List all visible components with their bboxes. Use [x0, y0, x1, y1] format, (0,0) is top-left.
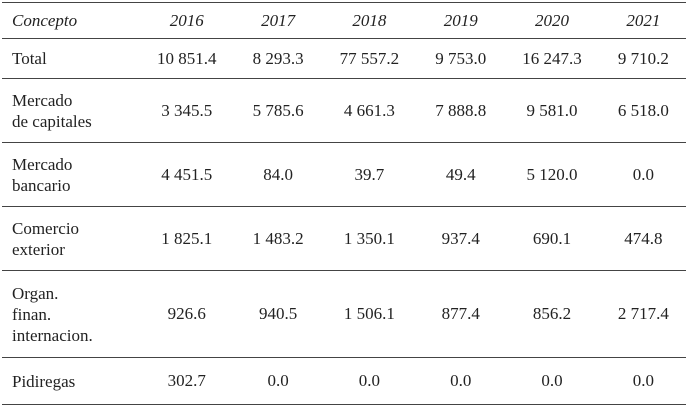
value-cell: 39.7 — [320, 142, 419, 207]
label-line: bancario — [12, 175, 71, 195]
value-cell: 16 247.3 — [503, 38, 601, 79]
value-cell: 4 661.3 — [320, 78, 419, 143]
data-table: Concepto 2016 2017 2018 2019 2020 2021 Total 10 … — [2, 2, 686, 405]
value-cell: 2 717.4 — [600, 270, 686, 358]
value-cell: 0.0 — [503, 357, 601, 405]
header-cell: Concepto — [2, 2, 138, 39]
value-cell: 9 710.2 — [600, 38, 686, 79]
header-cell: 2017 — [235, 2, 321, 39]
label-line: internacion. — [12, 325, 93, 345]
value-cell: 937.4 — [418, 206, 504, 271]
label-line: Organ. — [12, 283, 59, 303]
value-cell: 9 581.0 — [503, 78, 601, 143]
value-cell: 926.6 — [138, 270, 236, 358]
label-line: Comercio — [12, 218, 80, 238]
value-cell: 3 345.5 — [138, 78, 236, 143]
value-cell: 8 293.3 — [235, 38, 321, 79]
row-label: Mercado de capitales — [2, 78, 138, 143]
value-cell: 4 451.5 — [138, 142, 236, 207]
row-label: Total — [2, 38, 138, 79]
table-row: Mercado bancario 4 451.5 84.0 39.7 49.4 5 120.… — [2, 142, 686, 207]
value-cell: 940.5 — [235, 270, 321, 358]
table-row: Pidiregas 302.7 0.0 0.0 0.0 0.0 0.0 — [2, 357, 686, 405]
value-cell: 5 120.0 — [503, 142, 601, 207]
table-row: Mercado de capitales 3 345.5 5 785.6 4 661.3… — [2, 78, 686, 143]
value-cell: 5 785.6 — [235, 78, 321, 143]
header-cell: 2021 — [600, 2, 686, 39]
value-cell: 877.4 — [418, 270, 504, 358]
label-line: Mercado — [12, 154, 73, 174]
value-cell: 1 825.1 — [138, 206, 236, 271]
value-cell: 84.0 — [235, 142, 321, 207]
row-label: Comercio exterior — [2, 206, 138, 271]
table-row: Organ. finan. internacion. 926.6 940.5 1 506.… — [2, 270, 686, 358]
value-cell: 10 851.4 — [138, 38, 236, 79]
table-row: Comercio exterior 1 825.1 1 483.2 1 350.1 937… — [2, 206, 686, 271]
header-cell: 2020 — [503, 2, 601, 39]
value-cell: 0.0 — [600, 357, 686, 405]
header-row: Concepto 2016 2017 2018 2019 2020 2021 — [2, 2, 686, 39]
value-cell: 690.1 — [503, 206, 601, 271]
value-cell: 0.0 — [600, 142, 686, 207]
header-cell: 2016 — [138, 2, 236, 39]
header-cell: 2018 — [320, 2, 419, 39]
value-cell: 1 483.2 — [235, 206, 321, 271]
value-cell: 474.8 — [600, 206, 686, 271]
row-label: Pidiregas — [2, 357, 138, 405]
value-cell: 0.0 — [320, 357, 419, 405]
value-cell: 7 888.8 — [418, 78, 504, 143]
value-cell: 1 506.1 — [320, 270, 419, 358]
value-cell: 0.0 — [235, 357, 321, 405]
label-line: exterior — [12, 239, 65, 259]
value-cell: 6 518.0 — [600, 78, 686, 143]
row-label: Mercado bancario — [2, 142, 138, 207]
value-cell: 49.4 — [418, 142, 504, 207]
label-line: finan. — [12, 304, 52, 324]
value-cell: 302.7 — [138, 357, 236, 405]
label-line: Pidiregas — [12, 371, 76, 391]
label-line: Mercado — [12, 90, 73, 110]
value-cell: 856.2 — [503, 270, 601, 358]
label-line: de capitales — [12, 111, 92, 131]
label-line: Total — [12, 49, 47, 68]
header-cell: 2019 — [418, 2, 504, 39]
row-label: Organ. finan. internacion. — [2, 270, 138, 358]
value-cell: 9 753.0 — [418, 38, 504, 79]
value-cell: 0.0 — [418, 357, 504, 405]
value-cell: 77 557.2 — [320, 38, 419, 79]
value-cell: 1 350.1 — [320, 206, 419, 271]
table-row: Total 10 851.4 8 293.3 77 557.2 9 753.0 16 24… — [2, 38, 686, 79]
